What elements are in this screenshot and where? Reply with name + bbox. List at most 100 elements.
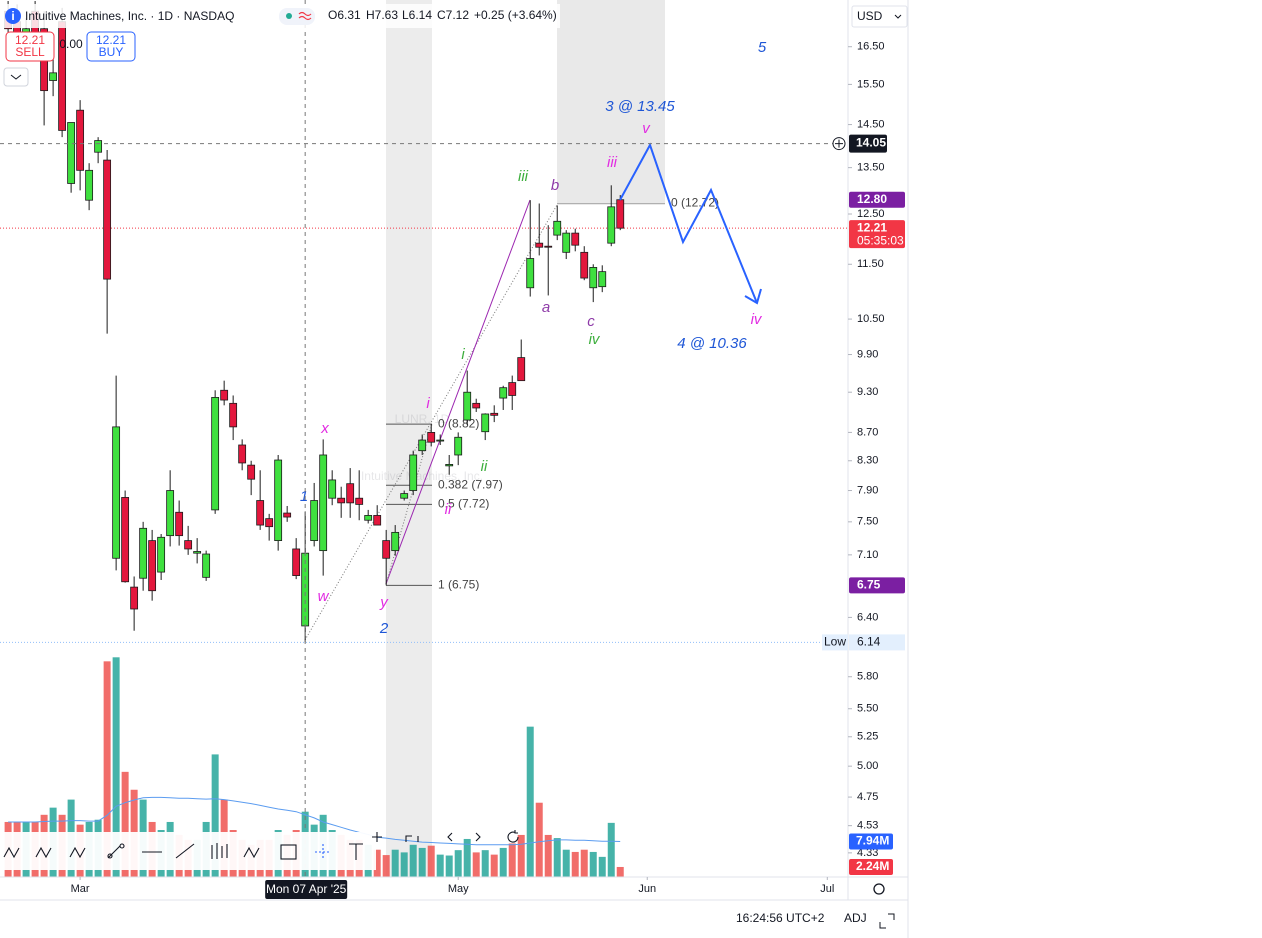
low-tag (849, 634, 905, 651)
fullscreen[interactable] (405, 835, 419, 842)
candle-body (373, 515, 382, 526)
volume-bar (211, 754, 219, 877)
volume-bar (373, 849, 381, 877)
candle-body (346, 483, 355, 504)
fib-label: 0.382 (7.97) (438, 477, 503, 491)
candle-body (256, 500, 265, 526)
volume-bar (454, 850, 462, 877)
crosshair-plus-glyph (835, 139, 843, 148)
buy-button[interactable] (86, 31, 136, 62)
candle-body (481, 413, 490, 433)
price-tag (849, 220, 905, 249)
wave-tool[interactable] (35, 846, 52, 859)
fib-tool[interactable] (211, 843, 228, 859)
sell-price: 12.21 (15, 33, 45, 47)
crosshair-date-tag (265, 880, 348, 899)
candle-body (130, 586, 139, 610)
info-icon[interactable] (5, 8, 21, 24)
candle-body (166, 490, 175, 537)
candle-body (247, 464, 256, 480)
volume-bar (436, 854, 444, 877)
wave-label: iv (751, 311, 763, 328)
wave-label: 5 (758, 39, 767, 56)
volume-bar (571, 851, 579, 877)
maximize-icon[interactable] (879, 913, 895, 929)
price-tag-label: 6.75 (857, 577, 881, 591)
candle-body (49, 72, 58, 81)
watermark-ticker: LUNR, 1D (395, 412, 450, 426)
y-tick-label: 4.33 (857, 847, 878, 859)
candle-body (211, 397, 220, 511)
low-tag-label: 6.14 (857, 635, 881, 649)
candle-body (535, 242, 544, 248)
candle-body (382, 540, 391, 559)
y-tick-label: 16.50 (857, 41, 885, 53)
info-glyph: i (11, 9, 14, 23)
chevron (894, 14, 902, 19)
text-tool[interactable] (349, 843, 363, 860)
reset[interactable] (507, 830, 519, 843)
volume-bar (490, 854, 498, 877)
candle-body (175, 511, 184, 537)
y-tick-label: 6.40 (857, 611, 878, 623)
volume-bar (526, 726, 534, 877)
y-tick-label: 13.50 (857, 162, 885, 174)
candle-body (301, 552, 310, 627)
y-tick-label: 7.90 (857, 484, 878, 496)
volume-bar (544, 834, 552, 877)
y-tick-label: 10.50 (857, 313, 885, 325)
trend-tool[interactable] (107, 845, 121, 859)
projection-path (619, 142, 758, 304)
scroll-right[interactable] (475, 832, 481, 842)
price-tag (849, 577, 905, 594)
volume-ma-line (8, 796, 621, 846)
wave-tool[interactable] (243, 846, 260, 859)
wave-tool[interactable] (69, 846, 86, 859)
scroll-left[interactable] (447, 832, 453, 842)
sell-button[interactable] (5, 31, 55, 62)
candle-body (598, 271, 607, 288)
candle-body (400, 493, 409, 499)
rect-tool[interactable] (280, 844, 297, 860)
y-tick-label: 8.30 (857, 455, 878, 467)
low-tag-name-bg (822, 634, 848, 651)
candle-body (616, 199, 625, 229)
settings-icon[interactable] (873, 883, 885, 895)
main-layer: 0 (8.82)0.382 (7.97)0.5 (7.72)1 (6.75)0 … (0, 0, 848, 877)
y-tick-label: 15.50 (857, 78, 885, 90)
low-tag-name: Low (824, 635, 846, 649)
volume-bar (400, 852, 408, 877)
wave-label: 2 (379, 620, 389, 637)
candle-body (436, 439, 445, 442)
candle-body (472, 402, 481, 409)
currency-select[interactable] (851, 5, 908, 28)
volume-bar (499, 847, 507, 877)
candle-body (319, 454, 328, 552)
adj-toggle[interactable]: ADJ (844, 911, 867, 925)
collapse-button[interactable] (3, 67, 29, 87)
candle-body (571, 232, 580, 246)
candle-body (454, 436, 463, 456)
trend-handle (119, 843, 125, 849)
candle-body (562, 232, 571, 253)
status-pill[interactable] (279, 8, 315, 25)
cross-tool[interactable] (315, 844, 331, 860)
candle-body (94, 140, 103, 153)
price-tag (849, 191, 905, 208)
ray-tool[interactable] (175, 843, 195, 859)
x-tick-label: Mar (71, 883, 90, 895)
wave-label: iii (607, 154, 618, 171)
y-tick-label: 5.00 (857, 760, 878, 772)
wave-tool[interactable] (3, 846, 20, 859)
y-tick-label: 4.75 (857, 791, 878, 803)
candle-body (265, 518, 274, 528)
y-tick-label: 7.50 (857, 516, 878, 528)
volume-tag (849, 858, 893, 875)
volume-bar (112, 657, 120, 877)
candle-body (337, 497, 346, 504)
candle-body (103, 159, 112, 280)
candle-body (499, 387, 508, 399)
zoom-in[interactable] (372, 832, 382, 842)
volume-bar (481, 850, 489, 877)
wave-label: 3 @ 13.45 (605, 98, 675, 115)
